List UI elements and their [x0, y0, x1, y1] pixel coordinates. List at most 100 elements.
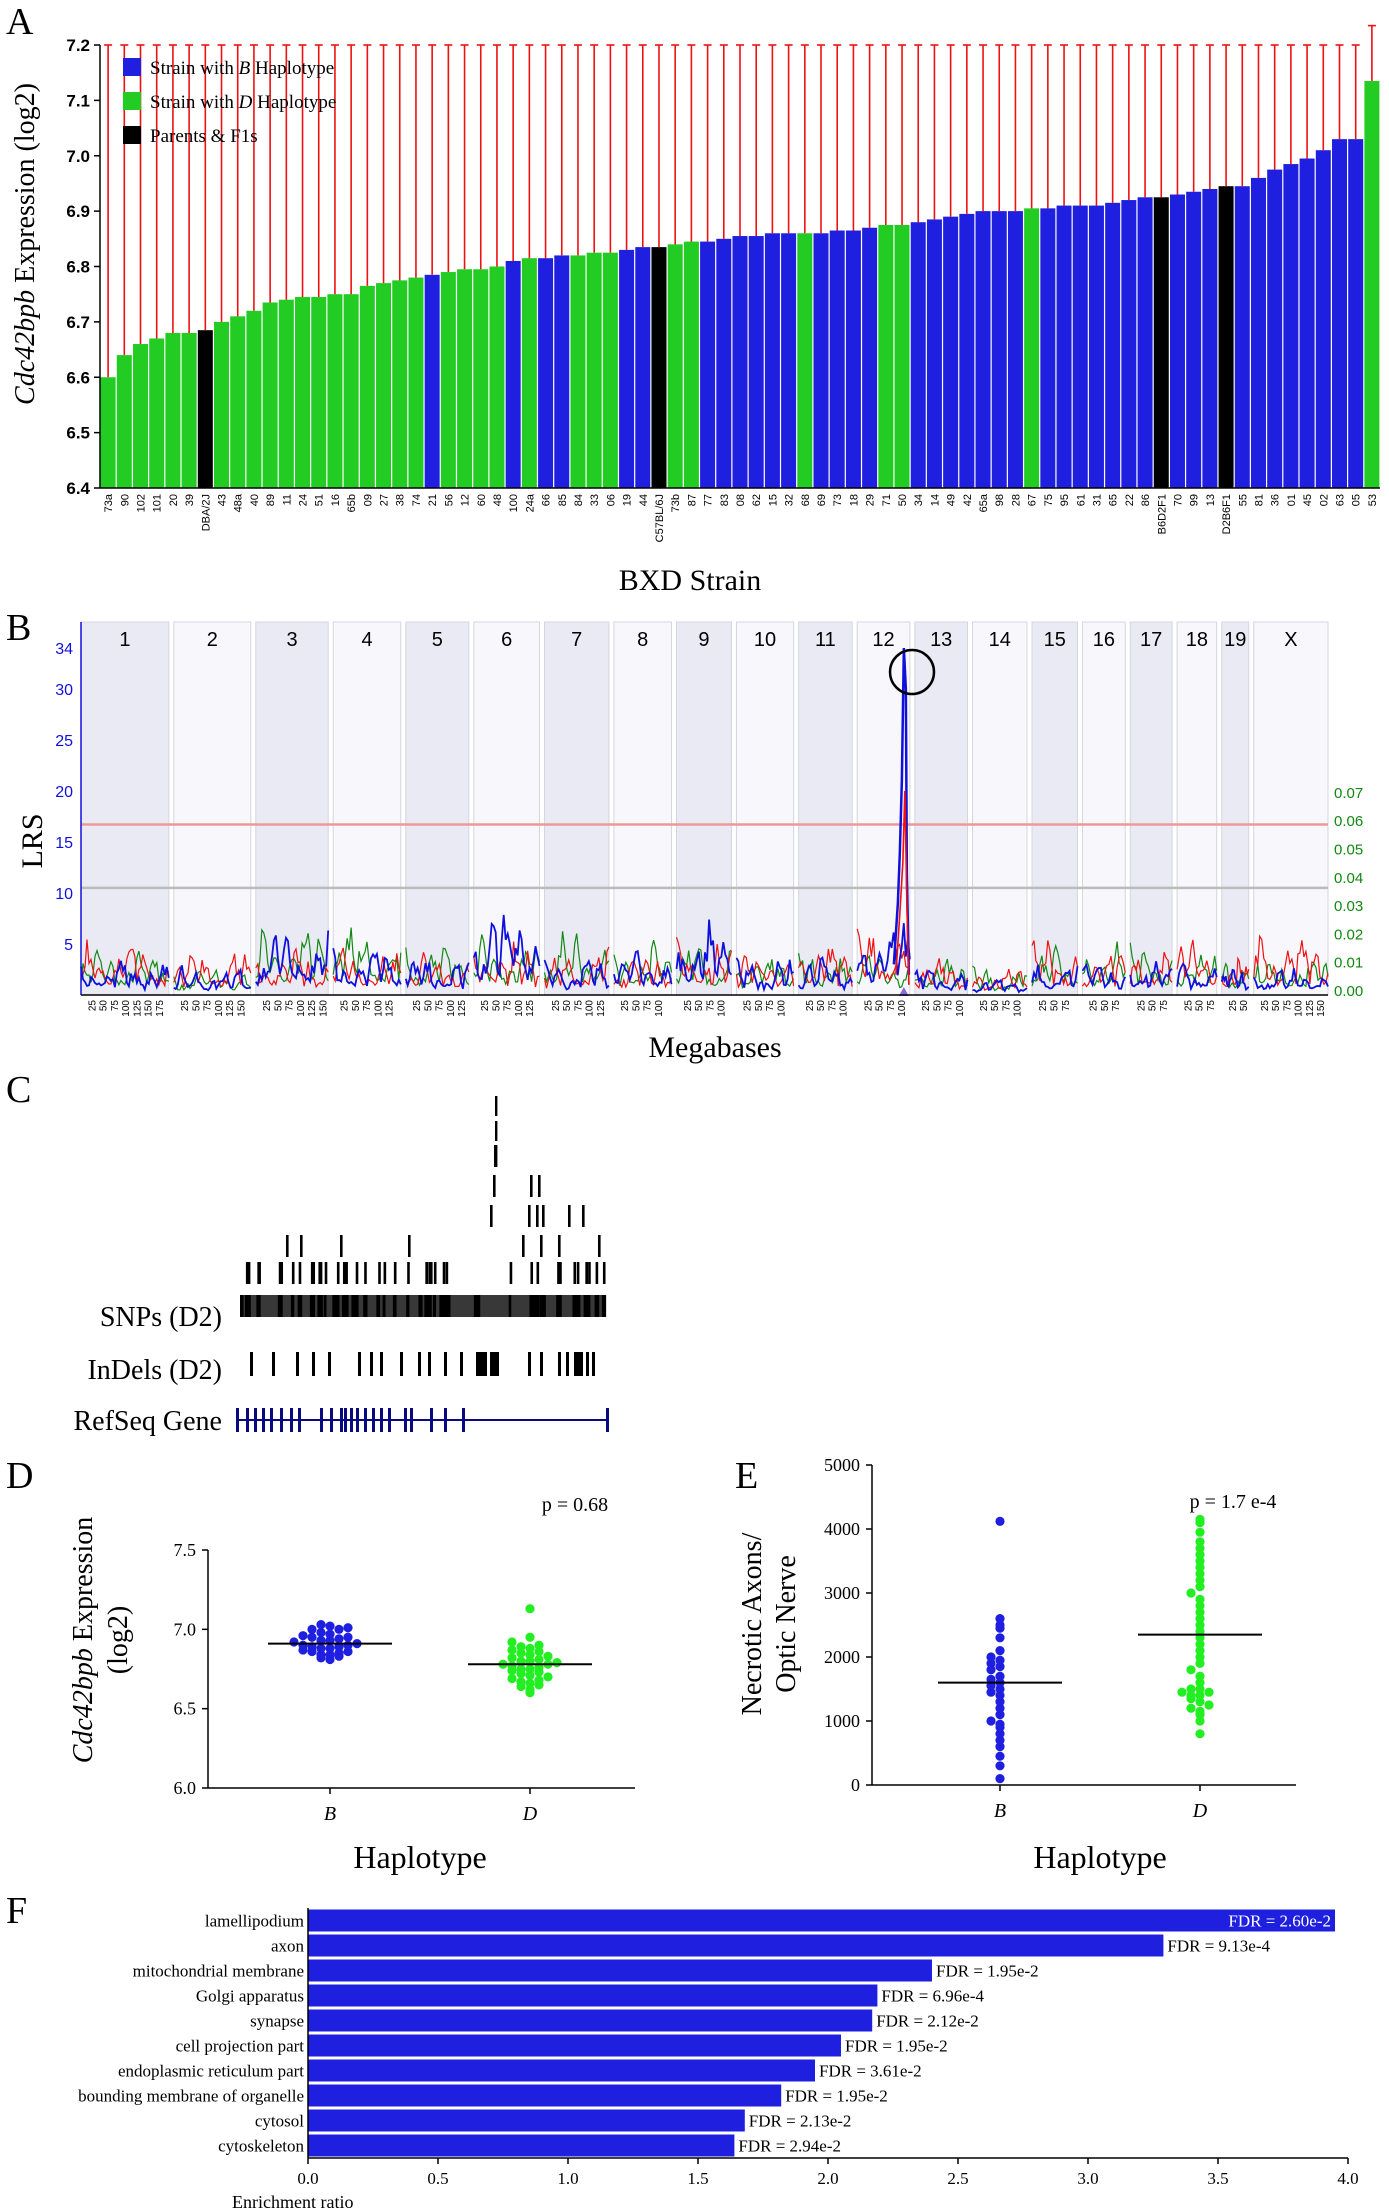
- mb-tick-label: 100: [717, 1000, 728, 1017]
- data-point: [1186, 1665, 1196, 1675]
- data-point: [1195, 1550, 1205, 1560]
- green-trace: [173, 968, 252, 992]
- panel-b: 1 2 3 4 5 6 7 8 9 10 11 12 13 14 15 16 17 18 19 X 510152025…: [16, 621, 1363, 1064]
- a-x-tick-label: 08: [735, 494, 747, 506]
- a-x-tick-label: 81: [1253, 494, 1265, 506]
- chromosome-band: [332, 621, 402, 996]
- a-x-tick-label: 43: [217, 494, 229, 506]
- chromosome-label: 6: [501, 629, 512, 651]
- mb-tick-label: 50: [1239, 1000, 1250, 1012]
- snp-mark-tier3: [286, 1235, 289, 1257]
- a-x-tick-label: 55: [1237, 494, 1249, 506]
- lrs-trace: [173, 965, 251, 992]
- data-point: [289, 1637, 299, 1647]
- chromosome-band: [1129, 621, 1173, 996]
- indel-mark: [418, 1352, 421, 1376]
- a-y-tick-label: 7.2: [66, 36, 90, 55]
- a-x-tick-label: 75: [1043, 494, 1055, 506]
- mb-tick-label: 25: [1260, 1000, 1271, 1012]
- gene-exon: [462, 1408, 465, 1432]
- a-x-tick-label: 65a: [978, 493, 990, 512]
- a-bar: [813, 233, 829, 488]
- data-point: [507, 1661, 517, 1671]
- a-bar: [359, 285, 375, 488]
- panel-d-y-label: Cdc42bpb Expression: [68, 1517, 99, 1764]
- panel-a-frame: [99, 45, 1380, 489]
- f-bar: [308, 1934, 1164, 1957]
- a-bar: [910, 222, 926, 488]
- mb-tick-label: 75: [1159, 1000, 1170, 1012]
- y-tick-label: 6.5: [174, 1699, 197, 1719]
- lrs-peak-chr12: [892, 647, 911, 975]
- a-bar: [1088, 205, 1104, 488]
- indel-mark: [558, 1352, 561, 1376]
- snp-mark: [345, 1262, 348, 1284]
- gene-exon: [444, 1408, 447, 1432]
- a-x-tick-label: 36: [1270, 494, 1282, 506]
- a-x-tick-label: 38: [395, 494, 407, 506]
- mb-tick-label: 50: [875, 1000, 886, 1012]
- panel-letter-e: E: [735, 1455, 758, 1497]
- panel-a-bars: [100, 80, 1380, 489]
- a-bar: [521, 258, 537, 488]
- indel-mark: [496, 1352, 499, 1376]
- a-bar: [894, 224, 910, 488]
- a-bar: [327, 294, 343, 488]
- a-x-tick-label: 53: [1367, 494, 1379, 506]
- a-bar: [311, 296, 327, 488]
- f-bar: [308, 1959, 932, 1982]
- data-point: [986, 1687, 996, 1697]
- x-tick-label: B: [994, 1800, 1006, 1822]
- a-bar: [651, 247, 667, 488]
- a-bar: [165, 332, 181, 488]
- red-trace: [255, 946, 329, 989]
- a-bar: [1153, 197, 1169, 488]
- f-fdr-label: FDR = 1.95e-2: [936, 1962, 1039, 1981]
- mb-tick-label: 100: [955, 1000, 966, 1017]
- a-bar: [619, 249, 635, 488]
- legend-label-b: Strain with B Haplotype: [150, 58, 334, 79]
- mb-tick-label: 100: [897, 1000, 908, 1017]
- data-point: [995, 1710, 1005, 1720]
- data-point: [1195, 1652, 1205, 1662]
- a-bar: [667, 244, 683, 488]
- mb-tick-label: 50: [631, 1000, 642, 1012]
- mb-tick-label: 75: [203, 1000, 214, 1012]
- snp-mark: [559, 1262, 562, 1284]
- snp-mark: [536, 1262, 540, 1284]
- a-y-tick-label: 6.7: [66, 313, 90, 332]
- y-tick-label: 6.0: [174, 1778, 197, 1798]
- data-point: [552, 1658, 562, 1668]
- mb-tick-label: 25: [551, 1000, 562, 1012]
- snp-mark: [312, 1262, 316, 1284]
- a-x-tick-label: 12: [460, 494, 472, 506]
- data-point: [1195, 1527, 1205, 1537]
- snp-mark-tier7: [495, 1121, 498, 1141]
- a-bar: [781, 233, 797, 488]
- chromosome-label: 15: [1044, 629, 1066, 651]
- lrs-trace: [797, 956, 854, 992]
- snp-mark: [378, 1262, 381, 1284]
- chromosome-band: [676, 621, 732, 996]
- mb-tick-label: 100: [514, 1000, 525, 1017]
- chromosome-label: 8: [637, 629, 648, 651]
- panel-b-axes: 51015202530340.000.010.020.030.040.050.0…: [55, 622, 1363, 1000]
- a-x-tick-label: 21: [427, 494, 439, 506]
- a-x-tick-label: 24: [298, 494, 310, 506]
- mb-tick-label: 75: [503, 1000, 514, 1012]
- data-point: [1204, 1687, 1214, 1697]
- data-point: [1195, 1646, 1205, 1656]
- gene-exon: [236, 1408, 239, 1432]
- red-peak-chr12: [895, 790, 910, 985]
- data-point: [1195, 1562, 1205, 1572]
- a-x-tick-label: 87: [686, 494, 698, 506]
- mb-tick-label: 150: [236, 1000, 247, 1017]
- a-x-tick-label: 15: [767, 494, 779, 506]
- mb-tick-label: 25: [979, 1000, 990, 1012]
- a-x-tick-label: 50: [897, 494, 909, 506]
- data-point: [307, 1624, 317, 1634]
- a-x-tick-label: 48: [492, 494, 504, 506]
- mb-tick-label: 75: [1111, 1000, 1122, 1012]
- data-point: [334, 1648, 344, 1658]
- a-bar: [586, 252, 602, 488]
